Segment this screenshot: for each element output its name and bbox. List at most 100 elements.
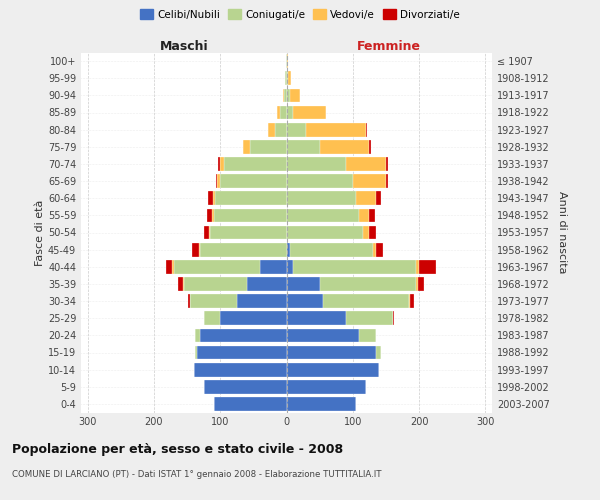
Bar bbox=[287, 88, 290, 102]
Bar bbox=[320, 277, 416, 291]
Bar bbox=[409, 294, 410, 308]
Bar bbox=[293, 106, 326, 120]
Bar bbox=[184, 277, 247, 291]
Bar bbox=[320, 140, 370, 153]
Bar bbox=[416, 260, 419, 274]
Bar bbox=[287, 243, 290, 256]
Bar bbox=[287, 294, 323, 308]
Bar bbox=[376, 346, 381, 360]
Bar bbox=[188, 294, 190, 308]
Bar bbox=[359, 328, 376, 342]
Bar bbox=[210, 226, 287, 239]
Bar bbox=[268, 123, 275, 136]
Bar bbox=[214, 208, 287, 222]
Bar bbox=[215, 192, 287, 205]
Bar bbox=[215, 174, 217, 188]
Bar bbox=[203, 380, 287, 394]
Text: Maschi: Maschi bbox=[160, 40, 208, 52]
Bar bbox=[195, 328, 200, 342]
Bar bbox=[224, 157, 287, 171]
Bar bbox=[283, 88, 284, 102]
Bar bbox=[220, 157, 224, 171]
Bar bbox=[287, 123, 307, 136]
Bar bbox=[287, 363, 379, 376]
Bar bbox=[370, 226, 376, 239]
Bar bbox=[287, 157, 346, 171]
Bar bbox=[287, 346, 376, 360]
Bar bbox=[416, 277, 418, 291]
Bar bbox=[307, 123, 366, 136]
Bar bbox=[287, 54, 288, 68]
Bar bbox=[284, 88, 287, 102]
Bar bbox=[208, 192, 213, 205]
Text: COMUNE DI LARCIANO (PT) - Dati ISTAT 1° gennaio 2008 - Elaborazione TUTTITALIA.I: COMUNE DI LARCIANO (PT) - Dati ISTAT 1° … bbox=[12, 470, 382, 479]
Bar bbox=[376, 192, 381, 205]
Bar bbox=[287, 72, 288, 85]
Legend: Celibi/Nubili, Coniugati/e, Vedovi/e, Divorziati/e: Celibi/Nubili, Coniugati/e, Vedovi/e, Di… bbox=[136, 5, 464, 24]
Bar bbox=[178, 277, 183, 291]
Y-axis label: Anni di nascita: Anni di nascita bbox=[557, 191, 566, 274]
Bar bbox=[366, 123, 367, 136]
Bar bbox=[203, 226, 209, 239]
Bar bbox=[244, 140, 250, 153]
Bar bbox=[287, 106, 293, 120]
Bar bbox=[287, 260, 293, 274]
Bar bbox=[286, 54, 287, 68]
Bar bbox=[287, 397, 356, 411]
Bar bbox=[290, 243, 373, 256]
Bar bbox=[323, 294, 409, 308]
Bar bbox=[220, 312, 287, 325]
Text: Popolazione per età, sesso e stato civile - 2008: Popolazione per età, sesso e stato civil… bbox=[12, 442, 343, 456]
Bar bbox=[356, 192, 376, 205]
Bar bbox=[287, 174, 353, 188]
Bar bbox=[207, 208, 212, 222]
Bar bbox=[250, 140, 287, 153]
Bar bbox=[237, 294, 287, 308]
Bar bbox=[287, 208, 359, 222]
Bar bbox=[370, 208, 374, 222]
Bar bbox=[290, 88, 300, 102]
Bar bbox=[200, 243, 287, 256]
Bar bbox=[172, 260, 174, 274]
Bar bbox=[209, 226, 210, 239]
Bar bbox=[200, 328, 287, 342]
Bar bbox=[419, 260, 436, 274]
Bar bbox=[277, 106, 280, 120]
Bar bbox=[386, 174, 388, 188]
Bar bbox=[287, 328, 359, 342]
Bar bbox=[346, 157, 386, 171]
Bar bbox=[212, 208, 214, 222]
Bar bbox=[418, 277, 424, 291]
Bar bbox=[287, 380, 366, 394]
Bar bbox=[280, 106, 287, 120]
Bar bbox=[174, 260, 260, 274]
Bar bbox=[214, 397, 287, 411]
Bar bbox=[194, 363, 287, 376]
Bar bbox=[287, 312, 346, 325]
Bar bbox=[203, 312, 220, 325]
Bar bbox=[287, 192, 356, 205]
Bar bbox=[197, 346, 287, 360]
Bar bbox=[218, 157, 220, 171]
Bar bbox=[275, 123, 287, 136]
Bar bbox=[213, 192, 215, 205]
Bar bbox=[376, 243, 383, 256]
Bar bbox=[285, 72, 287, 85]
Bar bbox=[386, 157, 388, 171]
Bar bbox=[363, 226, 370, 239]
Bar bbox=[195, 346, 197, 360]
Bar bbox=[359, 208, 370, 222]
Bar bbox=[247, 277, 287, 291]
Bar bbox=[293, 260, 416, 274]
Bar bbox=[166, 260, 172, 274]
Bar bbox=[288, 72, 291, 85]
Bar bbox=[193, 243, 199, 256]
Bar bbox=[287, 226, 363, 239]
Bar bbox=[392, 312, 394, 325]
Bar bbox=[346, 312, 392, 325]
Bar bbox=[353, 174, 386, 188]
Bar bbox=[220, 174, 287, 188]
Bar bbox=[199, 243, 200, 256]
Bar bbox=[260, 260, 287, 274]
Bar bbox=[183, 277, 184, 291]
